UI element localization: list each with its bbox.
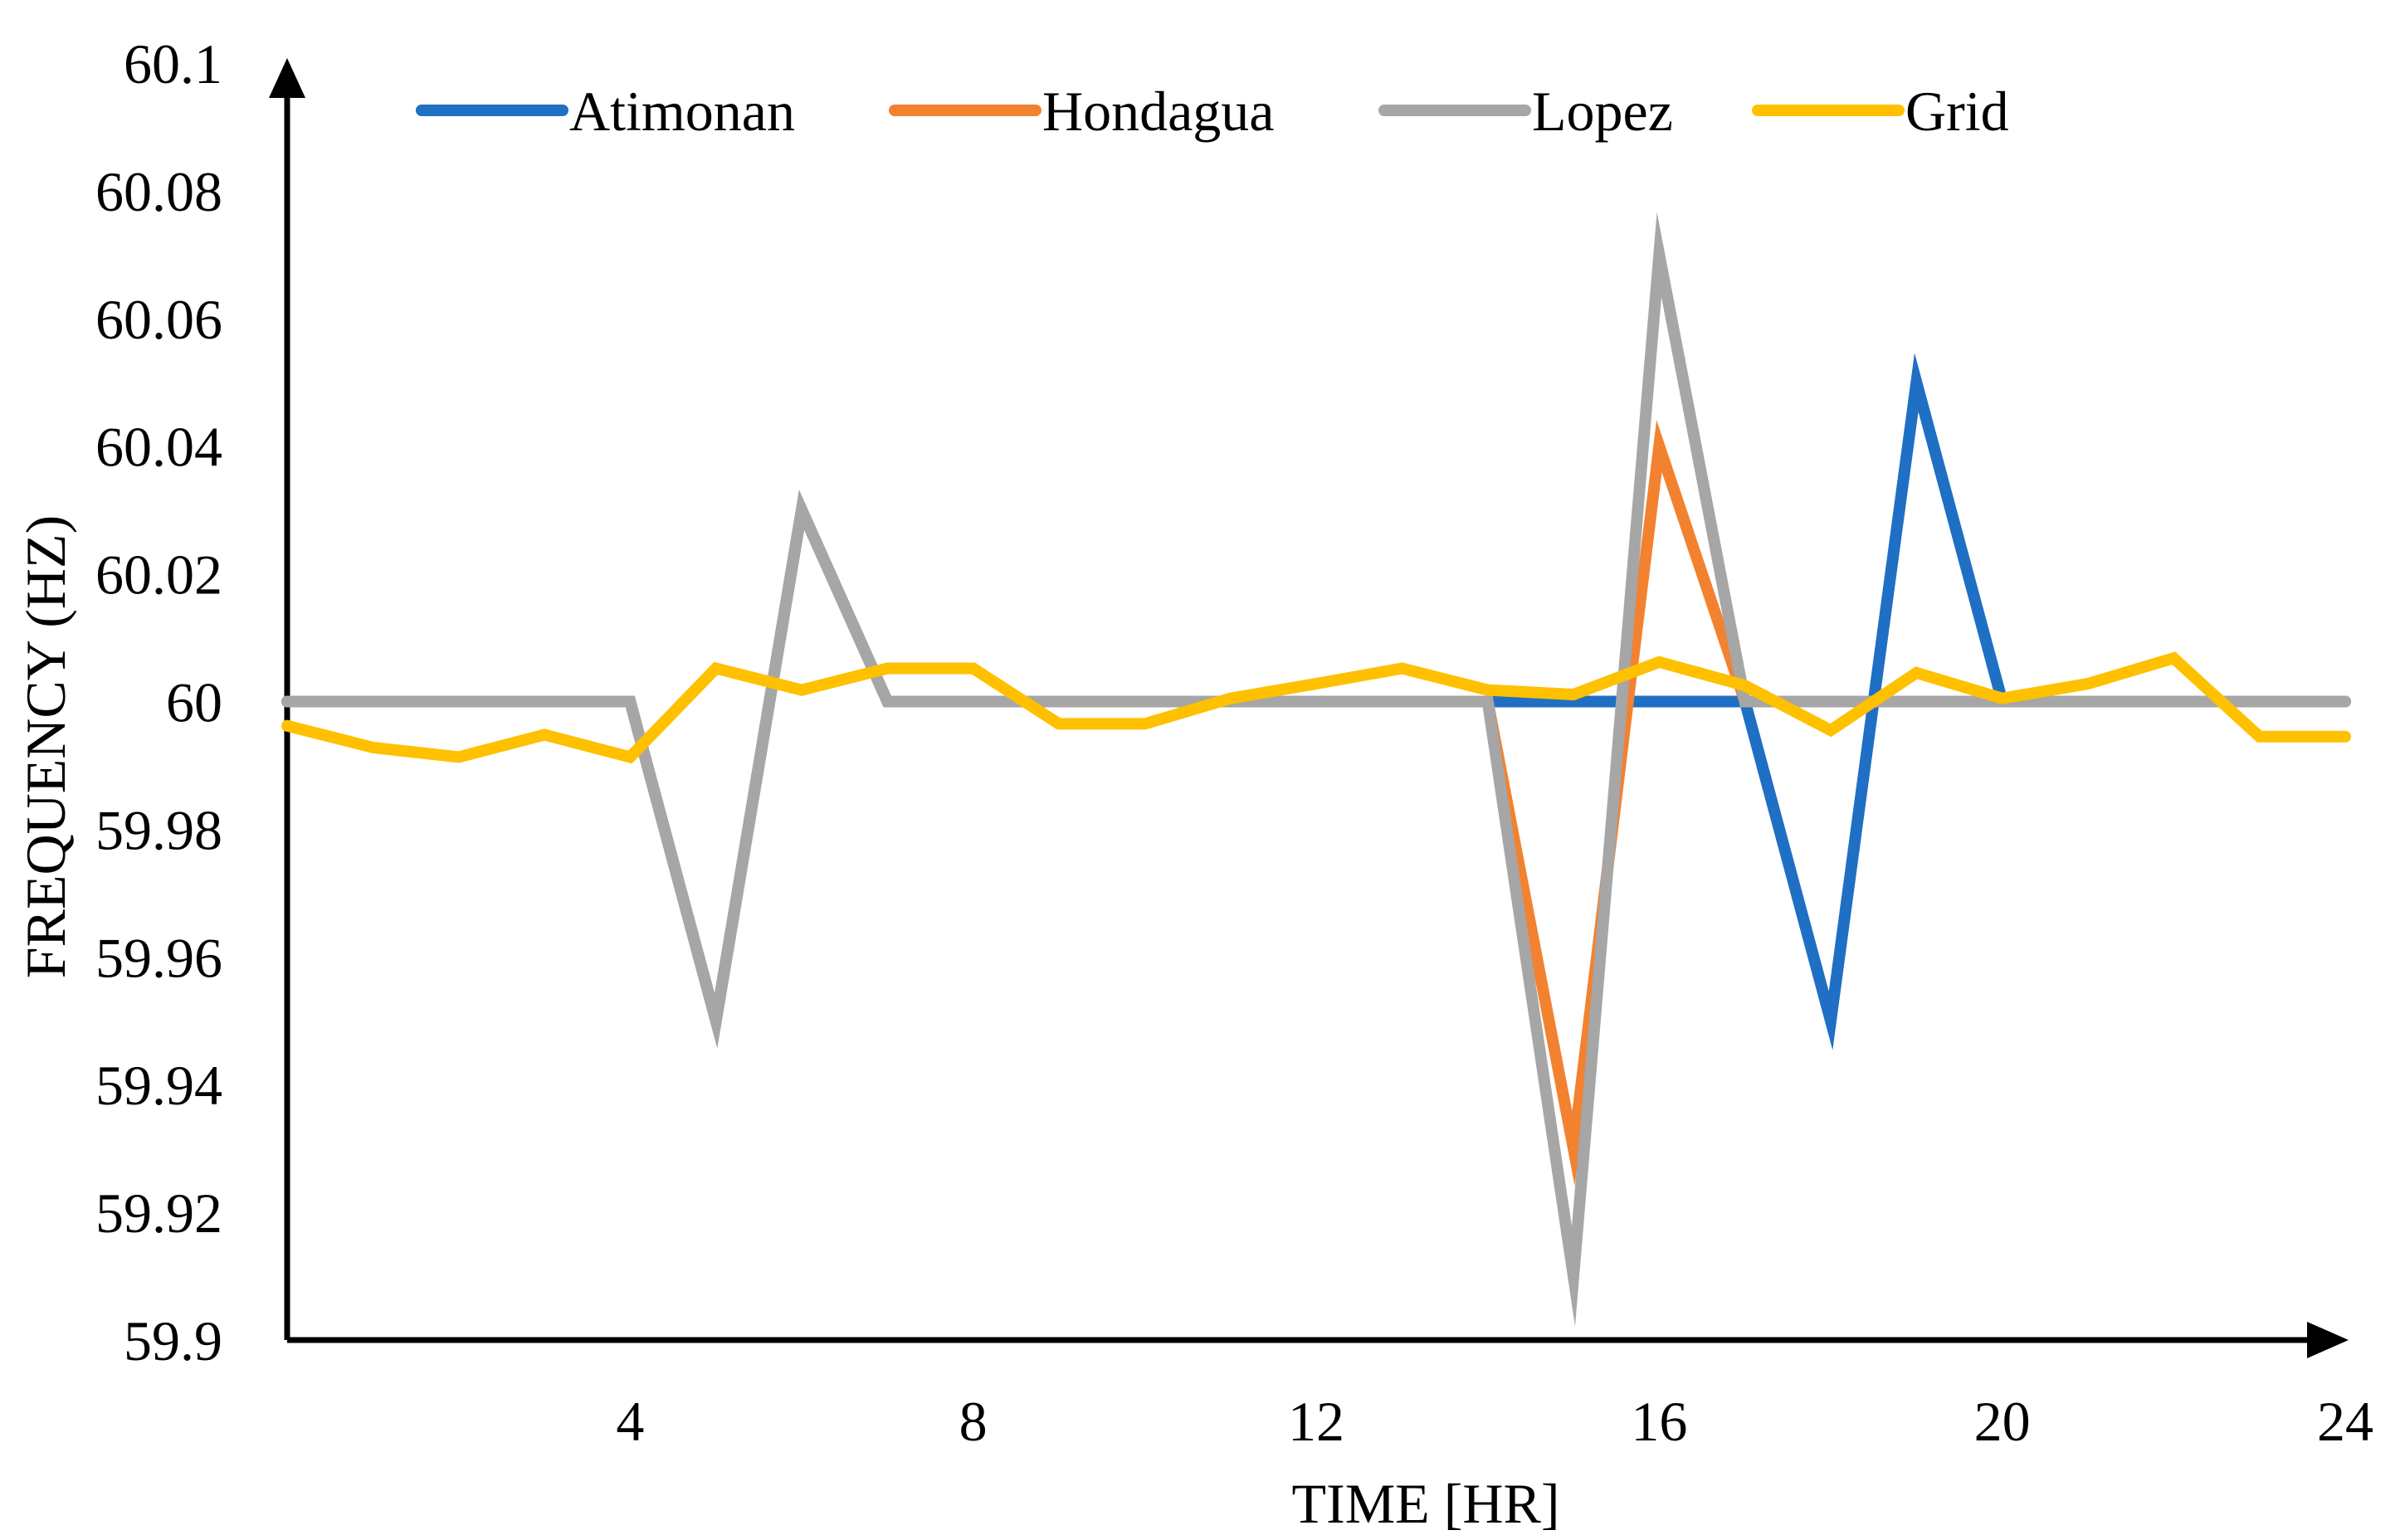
x-tick-label: 24 [2317, 1390, 2373, 1453]
legend: Atimonan Hondagua Lopez Grid [416, 80, 2009, 143]
y-tick-label: 59.96 [95, 926, 222, 989]
y-tick-label: 60.1 [124, 32, 222, 95]
x-tick-label: 20 [1974, 1390, 2031, 1453]
y-tick-label: 60.08 [95, 160, 222, 223]
x-axis-title: TIME [HR] [1292, 1472, 1560, 1535]
x-tick-label: 4 [616, 1390, 644, 1453]
y-tick-label: 60.04 [95, 416, 222, 479]
y-tick-label: 59.9 [124, 1309, 222, 1372]
legend-label-hondagua: Hondagua [1042, 80, 1274, 143]
series-line-grid [281, 651, 2351, 764]
y-axis-arrowhead [269, 58, 305, 98]
y-tick-label: 60.02 [95, 543, 222, 607]
y-tick-label: 60.06 [95, 288, 222, 351]
y-axis-title: FREQUENCY (HZ) [14, 515, 77, 978]
x-tick-label: 8 [959, 1390, 988, 1453]
series-line-lopez [281, 212, 2351, 1327]
legend-label-grid: Grid [1905, 80, 2009, 143]
y-tick-label: 59.98 [95, 798, 222, 861]
legend-label-atimonan: Atimonan [569, 80, 795, 143]
series-line-hondagua [281, 420, 2351, 1187]
series-layer [281, 212, 2351, 1327]
x-axis-arrowhead [2307, 1322, 2349, 1358]
x-tick-label: 16 [1631, 1390, 1687, 1453]
axes-layer: 59.9 59.92 59.94 59.96 59.98 60 60.02 60.04 60.0… [95, 32, 2373, 1453]
x-tick-label: 12 [1288, 1390, 1344, 1453]
y-tick-label: 59.94 [95, 1054, 222, 1117]
y-tick-label: 60 [166, 671, 222, 734]
legend-label-lopez: Lopez [1532, 80, 1673, 143]
y-tick-label: 59.92 [95, 1182, 222, 1245]
